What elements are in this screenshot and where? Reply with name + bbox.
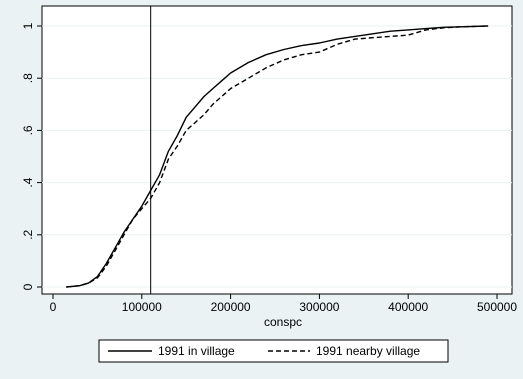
x-tick-label: 500000 [477, 300, 517, 314]
plot-area [41, 5, 513, 295]
x-tick-label: 300000 [299, 300, 339, 314]
y-tick-label: 1 [21, 22, 35, 29]
series-line-in-village [66, 25, 489, 288]
x-tick-label: 200000 [211, 300, 251, 314]
axes: 0 .2 .4 .6 .8 1 0 100000 200000 300000 400000 50000… [21, 22, 517, 314]
legend: 1991 in village 1991 nearby village [98, 339, 449, 363]
y-tick-label: .6 [21, 125, 35, 135]
x-axis-title: conspc [264, 315, 302, 329]
series-lines [66, 25, 489, 288]
x-tick-label: 0 [50, 300, 57, 314]
y-tick-label: 0 [21, 283, 35, 290]
x-tick-label: 100000 [122, 300, 162, 314]
series-line-nearby-village [66, 25, 489, 288]
grid-lines [42, 25, 512, 288]
y-tick-label: .4 [21, 177, 35, 187]
legend-label: 1991 nearby village [316, 344, 420, 358]
legend-label: 1991 in village [158, 344, 235, 358]
legend-box [98, 339, 449, 363]
x-tick-label: 400000 [388, 300, 428, 314]
y-tick-label: .8 [21, 73, 35, 83]
y-tick-label: .2 [21, 229, 35, 239]
